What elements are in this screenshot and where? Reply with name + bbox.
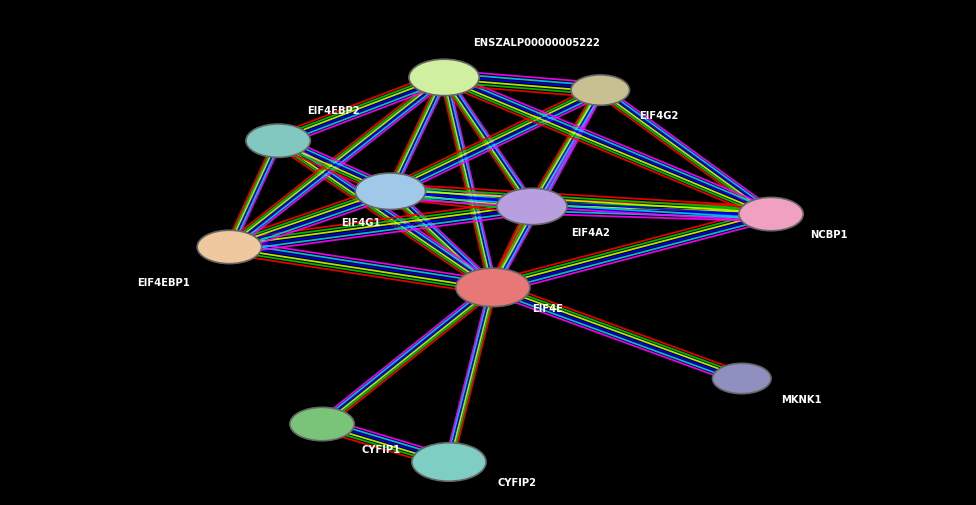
Circle shape xyxy=(571,76,630,106)
Circle shape xyxy=(197,231,262,264)
Circle shape xyxy=(712,364,771,394)
Text: NCBP1: NCBP1 xyxy=(810,230,848,240)
Text: MKNK1: MKNK1 xyxy=(781,394,822,404)
Text: EIF4EBP2: EIF4EBP2 xyxy=(307,106,360,116)
Circle shape xyxy=(246,125,310,158)
Text: EIF4A2: EIF4A2 xyxy=(571,227,610,237)
Circle shape xyxy=(456,269,530,307)
Circle shape xyxy=(290,408,354,441)
Circle shape xyxy=(497,189,567,225)
Circle shape xyxy=(739,198,803,231)
Text: CYFIP2: CYFIP2 xyxy=(498,477,537,487)
Text: EIF4E: EIF4E xyxy=(532,303,563,313)
Text: ENSZALP00000005222: ENSZALP00000005222 xyxy=(473,38,600,48)
Text: EIF4G2: EIF4G2 xyxy=(639,111,678,121)
Circle shape xyxy=(355,174,426,210)
Text: CYFIP1: CYFIP1 xyxy=(361,444,400,454)
Circle shape xyxy=(412,443,486,481)
Text: EIF4EBP1: EIF4EBP1 xyxy=(138,278,190,288)
Text: EIF4G1: EIF4G1 xyxy=(341,217,381,227)
Circle shape xyxy=(409,60,479,96)
